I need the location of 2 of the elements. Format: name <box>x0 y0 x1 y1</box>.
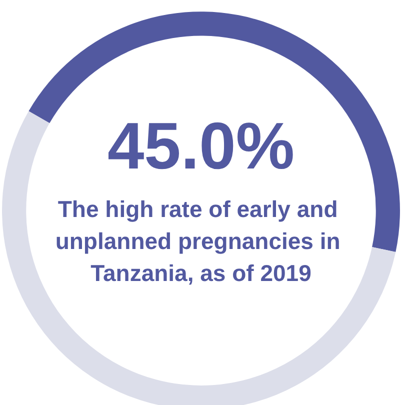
data-label: 45.0% <box>107 108 295 183</box>
text: The high rate of early and unplanned pregnancies in Tanzania, as of 2019 <box>55 196 347 286</box>
